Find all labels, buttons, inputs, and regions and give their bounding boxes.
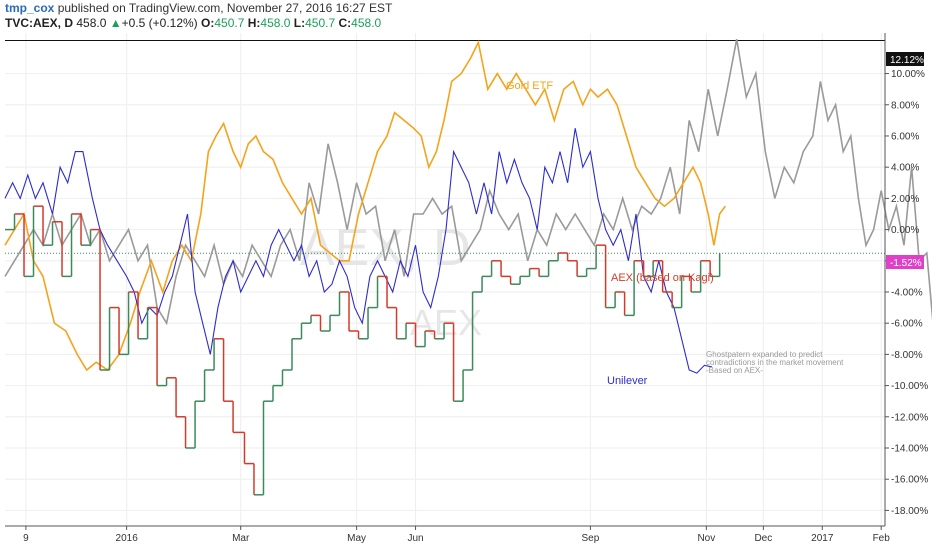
ghost-note-line-1: Ghostpatern expanded to predict bbox=[706, 350, 823, 359]
gold-etf-series-line bbox=[4, 39, 726, 372]
x-tick-label: 2017 bbox=[811, 533, 834, 544]
x-tick-label: Mar bbox=[232, 533, 250, 544]
y-tick-label: 8.00% bbox=[891, 100, 919, 111]
current-price-tag bbox=[886, 255, 924, 269]
up-arrow-icon: ▲ bbox=[109, 16, 122, 30]
y-tick-label: -6.00% bbox=[891, 319, 923, 330]
low-label: L: bbox=[293, 16, 306, 30]
low-value: 450.7 bbox=[305, 16, 336, 30]
x-tick-label: Feb bbox=[873, 533, 891, 544]
y-tick-label: 6.00% bbox=[891, 131, 919, 142]
y-tick-label: -10.00% bbox=[891, 381, 928, 392]
x-tick-label: May bbox=[347, 533, 366, 544]
published-text: published on TradingView.com, November 2… bbox=[57, 1, 393, 15]
x-tick-label: Sep bbox=[582, 533, 600, 544]
y-tick-label: 10.00% bbox=[891, 69, 925, 80]
y-tick-label: -16.00% bbox=[891, 475, 928, 486]
ghost-note-line-2: contradictions in the market movement bbox=[706, 358, 844, 367]
y-tick-label: 2.00% bbox=[891, 194, 919, 205]
annotations-layer: Gold ETF AEX (based on Kagi) Unilever Gh… bbox=[506, 80, 844, 387]
y-tick-label: 0.00% bbox=[891, 225, 919, 236]
top-price-tag-text: 12.12% bbox=[890, 55, 924, 66]
y-tick-label: -4.00% bbox=[891, 287, 923, 298]
close-label: C: bbox=[338, 16, 352, 30]
top-price-tag bbox=[886, 52, 924, 66]
last-price: 458.0 bbox=[76, 16, 107, 30]
open-label: O: bbox=[201, 16, 215, 30]
x-tick-label: Jun bbox=[407, 533, 423, 544]
unilever-label: Unilever bbox=[607, 375, 648, 387]
price-change: +0.5 (+0.12%) bbox=[121, 16, 198, 30]
y-tick-label: -18.00% bbox=[891, 506, 928, 517]
author-link[interactable]: tmp_cox bbox=[5, 1, 55, 15]
price-tags: 12.12% -1.52% bbox=[886, 52, 924, 269]
x-tick-label: 2016 bbox=[116, 533, 139, 544]
axes-layer: 10.00%8.00%6.00%4.00%2.00%0.00%-2.00%-4.… bbox=[5, 33, 928, 544]
grid-lines bbox=[5, 33, 885, 526]
aex-kagi-series bbox=[5, 205, 721, 496]
x-tick-label: 9 bbox=[23, 533, 29, 544]
aex-kagi-label: AEX (based on Kagi) bbox=[611, 272, 714, 284]
y-tick-label: -8.00% bbox=[891, 350, 923, 361]
x-tick-label: Nov bbox=[697, 533, 715, 544]
y-tick-label: -14.00% bbox=[891, 443, 928, 454]
open-value: 450.7 bbox=[214, 16, 245, 30]
watermark-symbol: AEX, D bbox=[300, 219, 471, 277]
ghost-note-line-3: -Based on AEX- bbox=[706, 366, 763, 375]
x-tick-label: Dec bbox=[754, 533, 772, 544]
close-value: 458.0 bbox=[351, 16, 382, 30]
series-layer bbox=[4, 39, 932, 496]
current-price-tag-text: -1.52% bbox=[890, 258, 922, 269]
high-label: H: bbox=[247, 16, 261, 30]
high-value: 458.0 bbox=[260, 16, 291, 30]
chart-header-publisher: tmp_cox published on TradingView.com, No… bbox=[5, 1, 392, 15]
y-tick-label: -12.00% bbox=[891, 412, 928, 423]
ghost-series-line bbox=[4, 39, 932, 326]
y-tick-label: 4.00% bbox=[891, 163, 919, 174]
symbol-label[interactable]: TVC:AEX, D bbox=[5, 16, 74, 30]
gold-etf-label: Gold ETF bbox=[506, 80, 553, 92]
chart-header-quote: TVC:AEX, D 458.0 ▲+0.5 (+0.12%) O:450.7 … bbox=[5, 16, 381, 30]
unilever-series-line bbox=[4, 128, 713, 374]
reference-lines bbox=[5, 39, 885, 254]
